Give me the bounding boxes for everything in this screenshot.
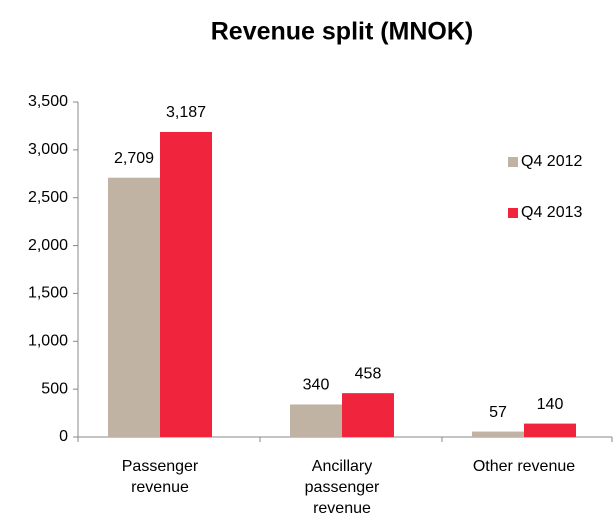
bar bbox=[160, 131, 212, 438]
data-label: 458 bbox=[355, 365, 382, 382]
legend-label: Q4 2012 bbox=[521, 153, 582, 170]
data-label: 3,187 bbox=[166, 104, 206, 121]
chart-title: Revenue split (MNOK) bbox=[211, 18, 474, 46]
legend-label: Q4 2013 bbox=[521, 204, 582, 221]
bar bbox=[472, 431, 524, 437]
bar bbox=[524, 423, 576, 437]
bar bbox=[108, 177, 160, 437]
x-tick-label: Passenger revenue bbox=[122, 458, 199, 496]
y-tick-label: 2,000 bbox=[28, 237, 68, 254]
data-label: 2,709 bbox=[114, 150, 154, 167]
y-tick-label: 1,500 bbox=[28, 285, 68, 302]
y-tick-label: 3,500 bbox=[28, 93, 68, 110]
x-tick-label: Ancillary passenger revenue bbox=[305, 458, 380, 517]
y-tick-label: 500 bbox=[41, 380, 68, 397]
data-label: 340 bbox=[303, 377, 330, 394]
bar bbox=[290, 404, 342, 437]
data-label: 57 bbox=[489, 404, 507, 421]
legend-swatch bbox=[508, 208, 518, 218]
data-label: 140 bbox=[537, 396, 564, 413]
y-tick-label: 3,000 bbox=[28, 141, 68, 158]
x-tick-label: Other revenue bbox=[473, 458, 575, 475]
bar bbox=[342, 393, 394, 437]
y-tick-label: 1,000 bbox=[28, 333, 68, 350]
y-tick-label: 2,500 bbox=[28, 189, 68, 206]
y-tick-label: 0 bbox=[59, 428, 68, 445]
legend-swatch bbox=[508, 157, 518, 167]
